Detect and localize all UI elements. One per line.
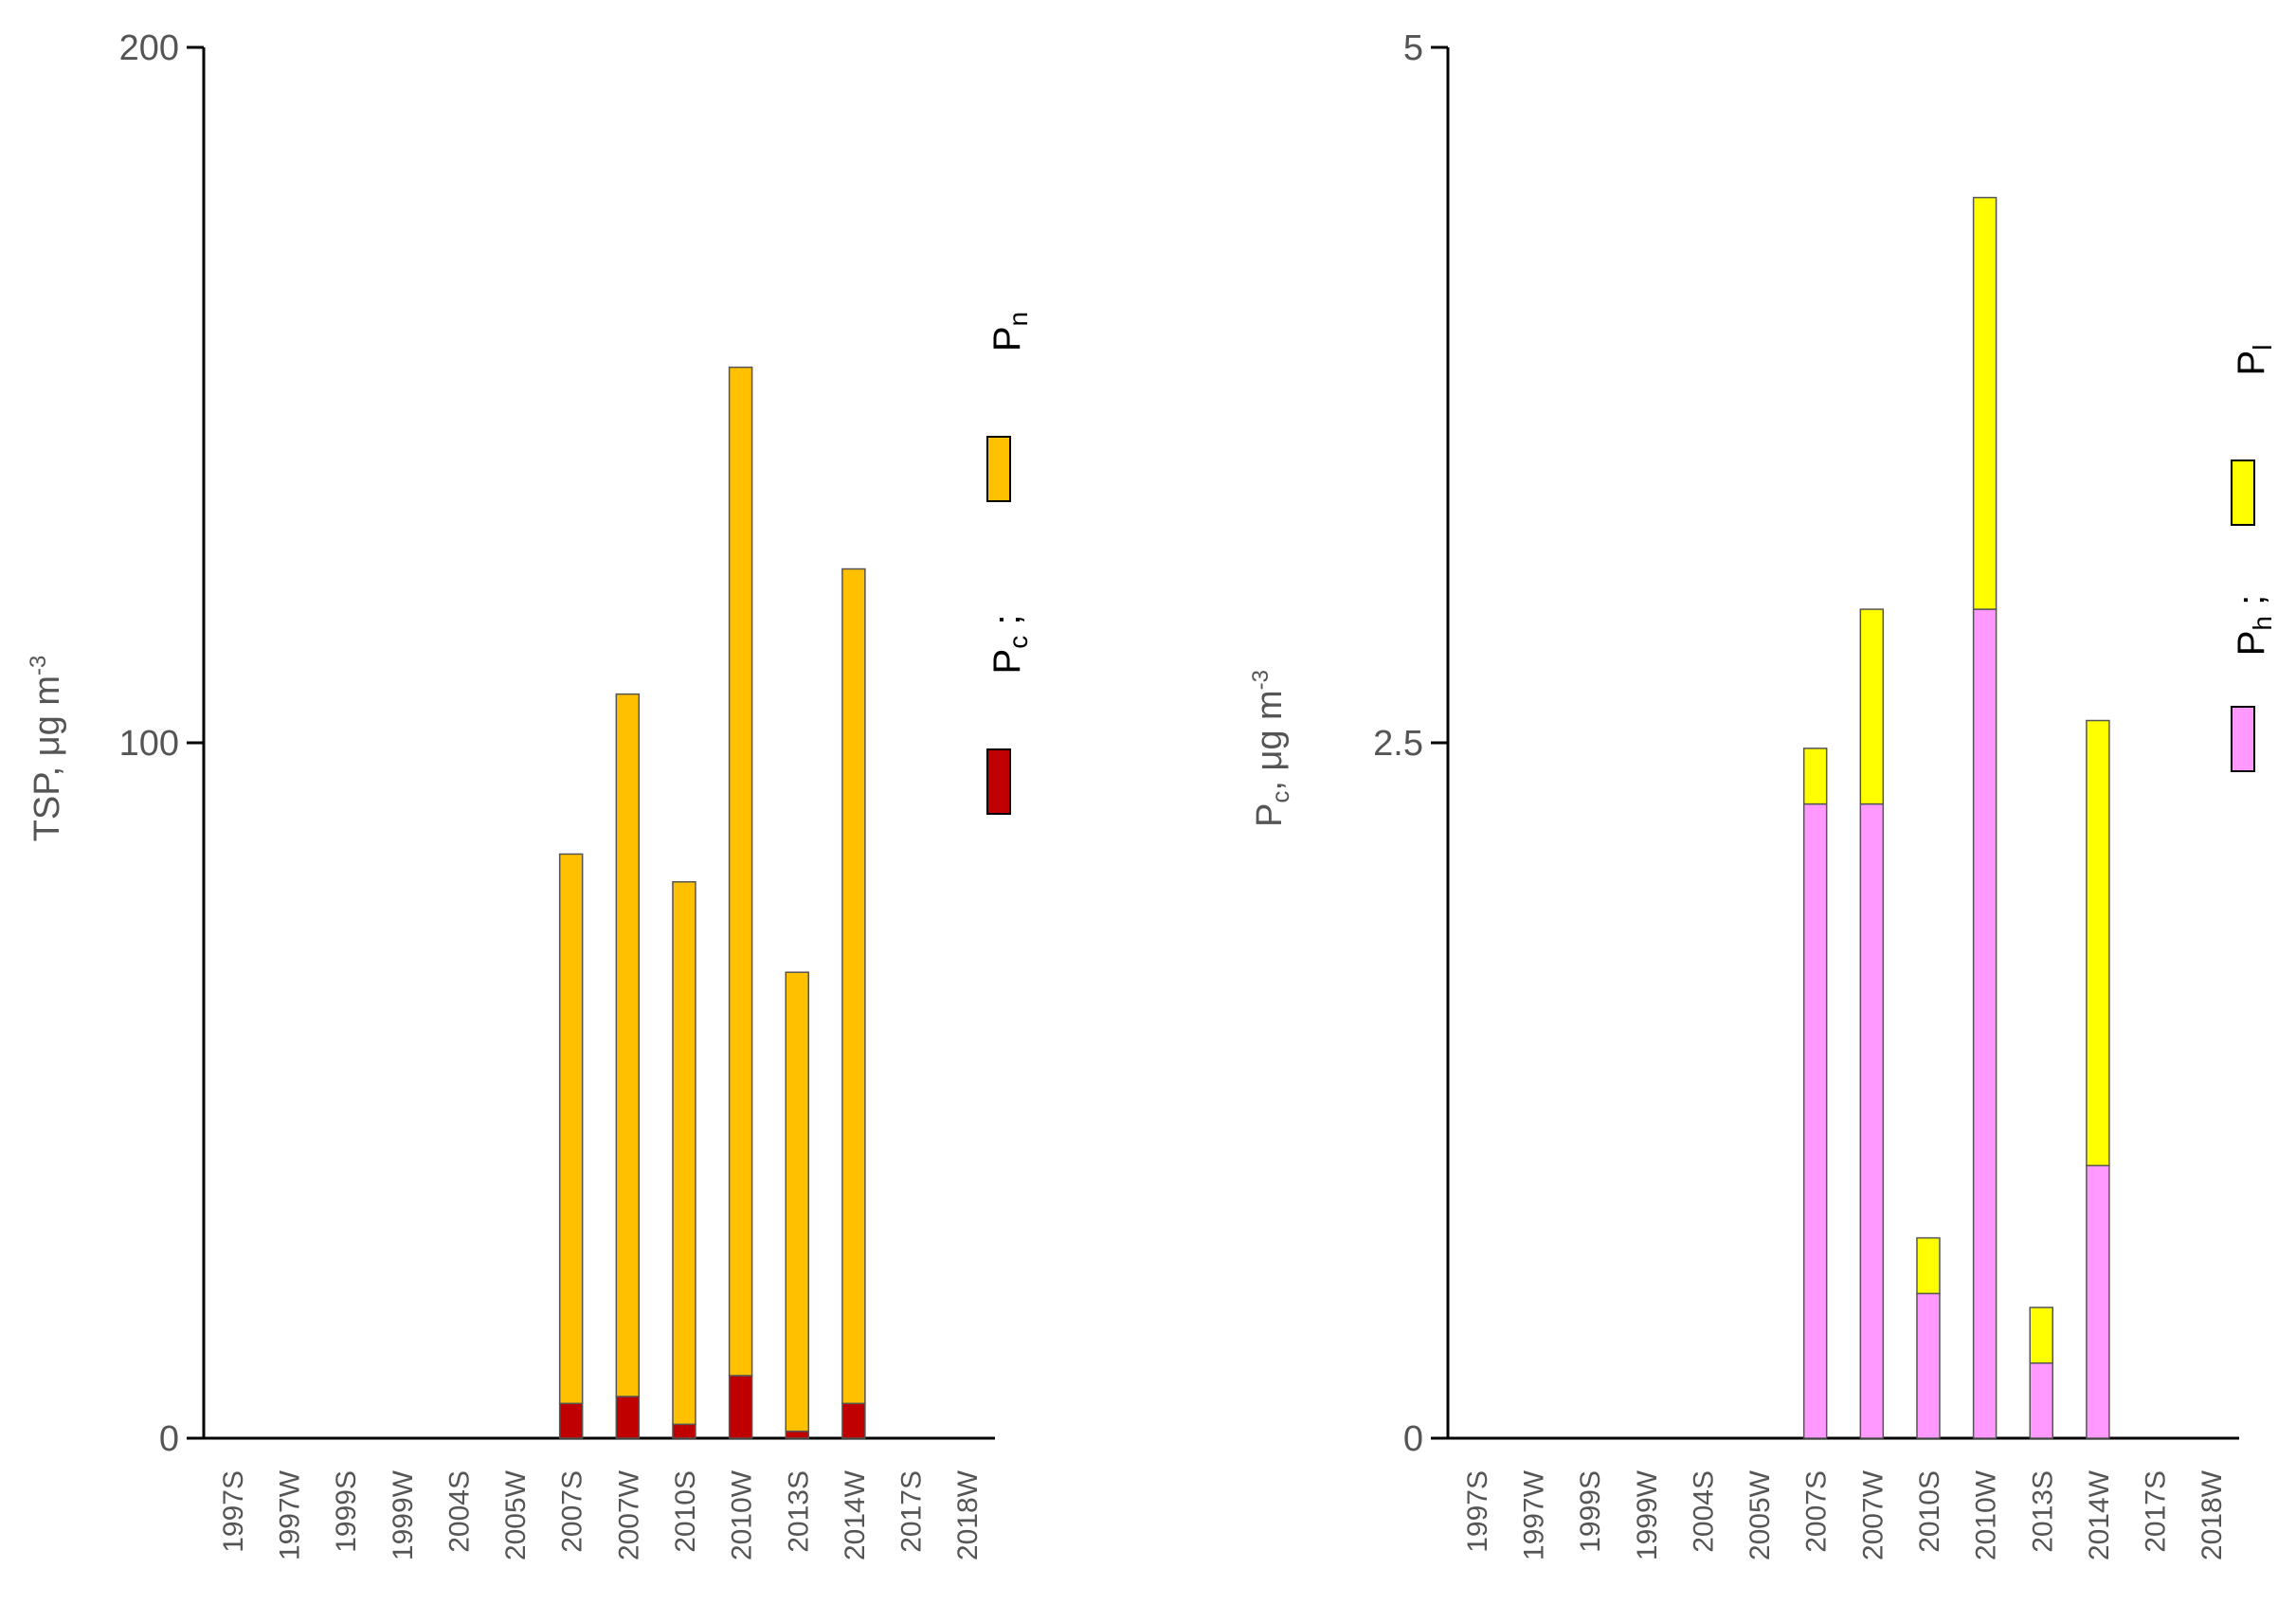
x-tick-label: 2007W — [1857, 1469, 1889, 1560]
bar-Pc-2007S — [558, 1402, 584, 1439]
bar-Pc-2007W — [615, 1396, 641, 1439]
bar-Pn-2013S — [785, 971, 809, 1433]
x-tick-label: 2005W — [1745, 1469, 1776, 1560]
bar-Pl-2014W — [2086, 719, 2110, 1167]
legend-swatch-Pl — [2231, 460, 2255, 526]
x-tick-label: 2013S — [2027, 1470, 2058, 1553]
chart-1: 0 100 200 1997S 1997W 1999S 1999W 2004S 2005W 200… — [26, 28, 1033, 1560]
bar-Pn-2007S — [558, 853, 584, 1405]
bar-Pl-2013S — [2029, 1307, 2053, 1364]
x-tick-label: 1999W — [1632, 1469, 1663, 1560]
y-tick-label: 200 — [119, 28, 179, 68]
x-tick-label: 2004S — [443, 1470, 475, 1553]
legend-label-Pc: Pc ; — [986, 615, 1033, 675]
legend-label-Ph: Ph ; — [2231, 595, 2277, 657]
x-tick-label: 2018W — [2197, 1469, 2228, 1560]
x-tick-label: 1997S — [218, 1470, 249, 1553]
x-tick-label: 2007W — [613, 1469, 644, 1560]
x-tick-label: 2005W — [500, 1469, 532, 1560]
bar-Pl-2007S — [1802, 748, 1828, 805]
y-tick-label: 2.5 — [1373, 724, 1423, 764]
x-tick-label: 2007S — [557, 1470, 588, 1553]
y-axis-title: TSP, μg m-3 — [26, 656, 67, 842]
bar-Ph-2013S — [2029, 1361, 2053, 1439]
y-axis-title: Pc, μg m-3 — [1248, 670, 1294, 827]
bar-Pn-2010S — [672, 881, 696, 1426]
x-tick-label: 2010S — [1914, 1470, 1945, 1553]
bar-Pn-2007W — [615, 693, 641, 1397]
bar-Ph-2014W — [2086, 1164, 2110, 1439]
x-tick-label: 1999S — [331, 1470, 362, 1553]
x-tick-label: 1997W — [274, 1469, 305, 1560]
legend-swatch-Ph — [2231, 706, 2255, 772]
x-tick-label: 1997S — [1462, 1470, 1493, 1553]
bar-Pc-2014W — [841, 1402, 866, 1439]
legend-label-Pl: Pl — [2231, 345, 2277, 376]
x-tick-label: 2018W — [952, 1469, 984, 1560]
x-tick-label: 2017S — [896, 1470, 928, 1553]
x-tick-label: 2004S — [1688, 1470, 1719, 1553]
x-tick-label: 1999W — [388, 1469, 419, 1560]
x-tick-label: 1999S — [1575, 1470, 1606, 1553]
x-tick-label: 2014W — [2084, 1469, 2115, 1560]
x-tick-label: 2014W — [840, 1469, 871, 1560]
bar-Ph-2007S — [1802, 802, 1828, 1439]
x-tick-label: 2007S — [1801, 1470, 1833, 1553]
x-tick-label: 2010S — [670, 1470, 701, 1553]
legend-swatch-Pn — [986, 436, 1011, 502]
bar-Pl-2007W — [1859, 608, 1885, 805]
bar-Ph-2010S — [1916, 1292, 1941, 1439]
bar-Ph-2010W — [1972, 608, 1998, 1439]
bar-Pc-2013S — [785, 1430, 809, 1439]
legend-label-Pn: Pn — [986, 312, 1033, 351]
y-tick-label: 0 — [159, 1419, 179, 1459]
legend-swatch-Pc — [986, 748, 1011, 815]
y-tick-label: 5 — [1403, 28, 1423, 68]
bar-Pc-2010S — [672, 1423, 696, 1439]
bar-Ph-2007W — [1859, 802, 1885, 1439]
bar-Pl-2010W — [1972, 196, 1998, 610]
x-tick-label: 2013S — [783, 1470, 814, 1553]
y-tick-label: 0 — [1403, 1419, 1423, 1459]
x-tick-label: 2010W — [727, 1469, 758, 1560]
y-tick-label: 100 — [119, 724, 179, 764]
bar-Pc-2010W — [728, 1375, 753, 1439]
bar-Pn-2014W — [841, 568, 866, 1405]
bar-Pl-2010S — [1916, 1236, 1941, 1295]
chart-2: 0 2.5 5 1997S 1997W 1999S 1999W 2004S 2005W 2007S… — [1248, 28, 2277, 1560]
bar-Pn-2010W — [728, 366, 753, 1377]
x-tick-label: 2010W — [1971, 1469, 2002, 1560]
x-tick-label: 1997W — [1518, 1469, 1549, 1560]
x-tick-label: 2017S — [2141, 1470, 2172, 1553]
